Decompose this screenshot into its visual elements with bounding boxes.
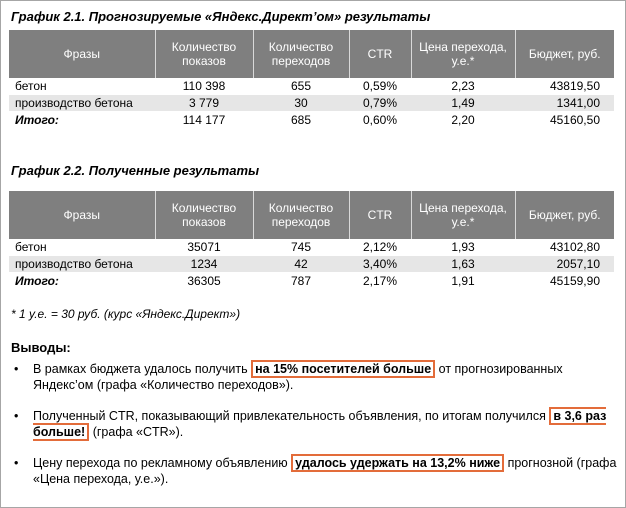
cell-shows: 114 177 [182,113,226,127]
col-header: CTR [349,191,412,239]
bullet-text: Полученный CTR, показывающий привлекател… [33,409,546,423]
cell-ctr: 2,17% [362,274,398,288]
cell-ctr: 0,59% [362,79,398,93]
bullet-text: прогнозной (графа «Цена перехода, у.е.»)… [33,456,617,486]
col-header: Фразы [9,30,156,78]
cell-shows: 36305 [187,274,221,288]
cell-shows: 110 398 [182,79,226,93]
cell-clicks: 42 [253,255,349,273]
cell-phrase: Итого: [15,113,59,127]
cell-ctr: 2,12% [362,240,398,254]
table-row: бетон 35071 745 2,12% 1,93 43102,80 [9,239,614,256]
cell-price: 2,23 [451,79,475,93]
cell-ctr: 0,79% [349,94,411,112]
col-header: CTR [349,30,412,78]
cell-budget: 2057,10 [515,255,614,273]
cell-ctr: 3,40% [349,255,411,273]
col-header: Количество показов [155,191,254,239]
cell-budget: 43819,50 [549,79,600,93]
table-row: бетон 110 398 655 0,59% 2,23 43819,50 [9,78,614,95]
cell-budget: 43102,80 [549,240,600,254]
bullet-text: Цену перехода по рекламному объявлению [33,456,288,470]
list-item: • Цену перехода по рекламному объявлению… [11,454,617,487]
bullet-icon: • [14,456,19,470]
cell-price: 1,93 [451,240,475,254]
cell-clicks: 787 [290,274,312,288]
cell-price: 2,20 [451,113,475,127]
cell-budget: 45159,90 [549,274,600,288]
conclusions-list: • В рамках бюджета удалось получить на 1… [11,360,617,502]
col-header: Цена перехода, у.е.* [411,30,516,78]
cell-price: 1,49 [411,94,515,112]
cell-clicks: 745 [290,240,312,254]
results-table: Фразы Количество показов Количество пере… [9,191,614,290]
cell-price: 1,91 [451,274,475,288]
highlight-box: в 3,6 раз больше! [33,407,607,441]
col-header: Количество переходов [253,30,350,78]
cell-budget: 45160,50 [549,113,600,127]
cell-phrase: производство бетона [9,255,155,273]
footnote: * 1 у.е. = 30 руб. (курс «Яндекс.Директ»… [11,307,241,321]
table2-title: График 2.2. Полученные результаты [11,163,260,178]
col-header: Количество показов [155,30,254,78]
forecast-table: Фразы Количество показов Количество пере… [9,30,614,129]
bullet-text: (графа «CTR»). [92,425,184,439]
cell-clicks: 685 [290,113,312,127]
cell-budget: 1341,00 [515,94,614,112]
col-header: Цена перехода, у.е.* [411,191,516,239]
table-row: производство бетона 3 779 30 0,79% 1,49 … [9,94,614,112]
cell-shows: 35071 [187,240,221,254]
cell-phrase: производство бетона [9,94,155,112]
col-header: Бюджет, руб. [515,30,614,78]
highlight-box: удалось удержать на 13,2% ниже [291,454,505,472]
conclusions-title: Выводы: [11,340,71,355]
bullet-text: В рамках бюджета удалось получить [33,362,248,376]
cell-price: 1,63 [411,255,515,273]
cell-clicks: 30 [253,94,349,112]
bullet-icon: • [14,409,19,423]
col-header: Фразы [9,191,156,239]
table-total-row: Итого: 36305 787 2,17% 1,91 45159,90 [9,273,614,290]
list-item: • В рамках бюджета удалось получить на 1… [11,360,617,393]
cell-ctr: 0,60% [362,113,398,127]
list-item: • Полученный CTR, показывающий привлекат… [11,407,617,441]
cell-phrase: бетон [15,240,47,254]
col-header: Бюджет, руб. [515,191,614,239]
bullet-text: от прогнозированных Яндекс’ом (графа «Ко… [33,362,563,392]
cell-phrase: бетон [15,79,47,93]
highlight-box: на 15% посетителей больше [251,360,436,378]
table-row: производство бетона 1234 42 3,40% 1,63 2… [9,255,614,273]
cell-phrase: Итого: [15,274,59,288]
bullet-icon: • [14,362,19,376]
cell-shows: 1234 [155,255,253,273]
table-total-row: Итого: 114 177 685 0,60% 2,20 45160,50 [9,112,614,129]
table1-title: График 2.1. Прогнозируемые «Яндекс.Дирек… [11,9,431,24]
cell-clicks: 655 [290,79,312,93]
cell-shows: 3 779 [155,94,253,112]
col-header: Количество переходов [253,191,350,239]
